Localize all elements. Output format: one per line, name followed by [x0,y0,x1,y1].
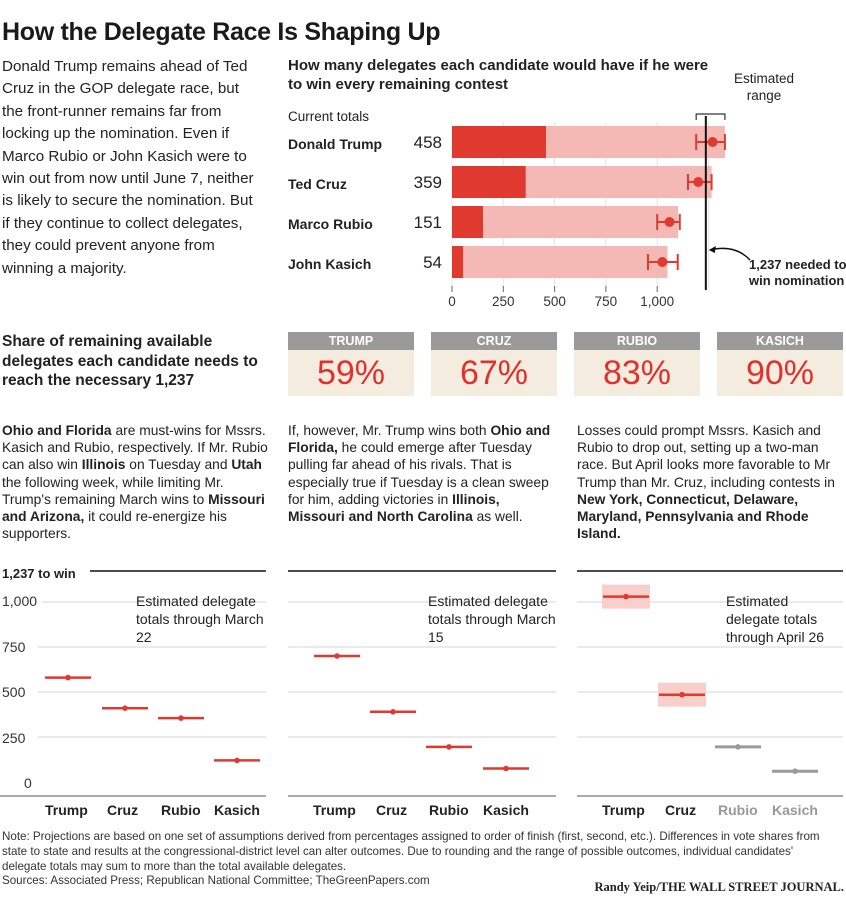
x-cat-rubio: Rubio [718,802,758,818]
x-tick-label: 0 [448,294,456,309]
range-bracket [695,113,726,120]
max-possible-bar [452,206,679,238]
note-text: Note: Projections are based on one set o… [2,830,820,873]
share-name: TRUMP [288,332,414,350]
estimate-point [664,217,675,227]
bar-chart-title: How many delegates each candidate would … [288,57,709,93]
estimate-point [707,137,718,147]
x-cat-trump: Trump [45,802,88,818]
x-cat-trump: Trump [313,802,356,818]
current-total-cruz: 359 [413,173,442,192]
share-box-cruz: CRUZ 67% [431,332,557,396]
current-total-bar [452,246,464,278]
share-value: 59% [288,350,414,396]
needed-arrow [709,247,751,261]
footnote: Note: Projections are based on one set o… [2,830,840,889]
share-name: RUBIO [574,332,700,350]
estimate-dot [390,709,396,715]
x-cat-cruz: Cruz [376,802,408,818]
share-value: 83% [574,350,700,396]
page-title: How the Delegate Race Is Shaping Up [2,18,441,46]
to-win-label: 1,237 to win [2,566,76,581]
y-tick-label: 750 [2,639,26,655]
candidate-name-rubio: Marco Rubio [288,216,373,232]
current-total-rubio: 151 [413,213,442,232]
x-cat-kasich: Kasich [483,802,529,818]
x-cat-cruz: Cruz [665,802,697,818]
current-totals-label: Current totals [288,109,370,124]
credit: Randy Yeip/THE WALL STREET JOURNAL. [594,880,845,894]
estimate-dot [334,653,340,659]
share-box-rubio: RUBIO 83% [574,332,700,396]
estimated-range-label: Estimated range [733,71,795,103]
share-value: 90% [717,350,843,396]
x-cat-rubio: Rubio [161,802,201,818]
x-cat-kasich: Kasich [214,802,260,818]
x-cat-rubio: Rubio [429,802,469,818]
estimate-dot [122,705,128,711]
estimate-label-april26: Estimated delegate totals through April … [726,593,825,645]
x-tick-label: 250 [492,294,515,309]
x-tick-label: 750 [595,294,618,309]
x-cat-trump: Trump [602,802,645,818]
estimate-point [657,257,668,267]
y-tick-label: 1,000 [2,593,38,609]
x-tick-label: 500 [543,294,566,309]
estimate-dot [735,744,741,750]
estimate-label-march15: Estimated delegate totals through March … [428,593,556,645]
y-tick-label: 250 [2,730,26,746]
estimate-dot [792,768,798,774]
share-value: 67% [431,350,557,396]
needed-to-win-label: 1,237 needed to win nomination [749,257,846,288]
scenario-trump-text: If, however, Mr. Trump wins both Ohio an… [288,423,551,525]
estimate-dot [234,757,240,764]
share-name: KASICH [717,332,843,350]
sources-text: Sources: Associated Press; Republican Na… [2,874,430,888]
needed-arrowhead [708,246,716,253]
x-tick-label: 1,000 [640,294,674,309]
current-total-kasich: 54 [423,253,442,272]
current-total-bar [452,166,526,198]
candidate-name-kasich: John Kasich [288,256,372,272]
candidate-name-trump: Donald Trump [288,136,383,152]
share-name: CRUZ [431,332,557,350]
y-tick-label: 0 [24,775,32,791]
estimate-dot [446,744,452,750]
current-total-bar [452,126,546,158]
estimate-dot [178,715,184,721]
share-box-kasich: KASICH 90% [717,332,843,396]
estimate-dot [503,765,509,772]
max-possible-bar [452,246,668,278]
x-cat-kasich: Kasich [772,802,818,818]
scenario-rubio-kasich-text: Ohio and Florida are must-wins for Mssrs… [2,423,268,542]
intro-text: Donald Trump remains ahead of Ted Cruz i… [2,58,254,277]
estimate-point [693,177,704,187]
estimate-label-march22: Estimated delegate totals through March … [136,593,264,645]
share-heading: Share of remaining available delegates e… [2,333,258,389]
estimate-dot [65,674,71,681]
estimate-dot [623,593,629,600]
current-total-trump: 458 [413,133,442,152]
estimate-dot [679,691,685,698]
current-total-bar [452,206,483,238]
x-cat-cruz: Cruz [107,802,139,818]
share-box-trump: TRUMP 59% [288,332,414,396]
scenario-two-man-text: Losses could prompt Mssrs. Kasich and Ru… [577,423,835,542]
candidate-name-cruz: Ted Cruz [288,176,347,192]
y-tick-label: 500 [2,684,26,700]
